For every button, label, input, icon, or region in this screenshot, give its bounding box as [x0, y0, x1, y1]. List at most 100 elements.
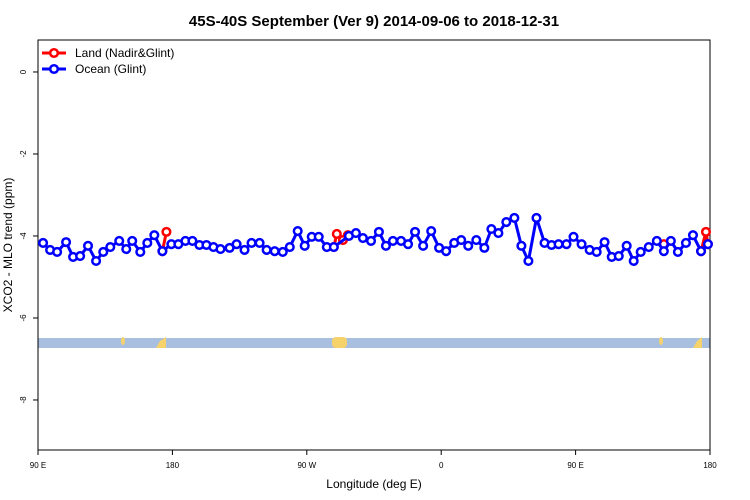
data-point — [91, 255, 102, 267]
y-tick-label: -2 — [19, 150, 28, 158]
data-point — [635, 246, 646, 258]
data-point — [142, 237, 153, 248]
data-point — [269, 246, 280, 257]
ocean-strip — [38, 338, 710, 348]
data-point — [75, 251, 86, 262]
data-point — [98, 246, 109, 258]
x-tick-label: 90 E — [30, 461, 46, 470]
x-tick-label: 0 — [439, 461, 444, 470]
legend-label: Land (Nadir&Glint) — [75, 46, 174, 60]
legend-marker — [48, 47, 60, 59]
data-point — [643, 242, 654, 253]
x-tick-label: 90 W — [297, 461, 316, 470]
data-point — [523, 255, 534, 267]
data-point — [387, 235, 399, 246]
data-point — [658, 246, 669, 257]
legend-label: Ocean (Glint) — [75, 62, 146, 76]
data-point — [239, 244, 250, 255]
data-point — [161, 226, 172, 237]
data-point — [591, 246, 602, 258]
data-point — [277, 246, 288, 258]
data-point — [680, 237, 692, 248]
data-point — [187, 235, 198, 246]
data-point — [105, 242, 116, 253]
data-point — [516, 240, 527, 251]
data-point — [493, 228, 504, 239]
data-point — [61, 237, 72, 248]
data-point — [561, 239, 572, 250]
data-point — [373, 226, 384, 237]
data-point — [441, 246, 452, 257]
x-axis-label: Longitude (deg E) — [326, 477, 421, 491]
data-point — [380, 240, 391, 251]
data-point — [299, 240, 310, 251]
data-point — [157, 246, 168, 257]
data-point — [501, 216, 512, 228]
data-point — [410, 226, 421, 237]
data-point — [695, 246, 707, 257]
data-point — [127, 235, 138, 246]
data-point — [135, 246, 146, 258]
data-point — [613, 251, 624, 262]
x-tick-label: 90 E — [567, 461, 583, 470]
y-tick-label: 0 — [19, 69, 28, 74]
y-axis-label: XCO2 - MLO trend (ppm) — [1, 178, 15, 313]
chart-title: 45S-40S September (Ver 9) 2014-09-06 to … — [189, 13, 559, 30]
data-point — [509, 212, 520, 223]
data-point — [672, 246, 683, 258]
data-point — [531, 212, 542, 223]
data-point — [486, 223, 497, 235]
data-point — [365, 235, 377, 246]
data-point — [456, 235, 467, 246]
land-strip — [156, 337, 166, 348]
data-point — [149, 230, 160, 241]
data-point — [331, 228, 342, 239]
data-point — [702, 239, 713, 250]
data-point — [628, 255, 639, 267]
data-point — [121, 244, 132, 255]
surface-strip — [38, 337, 710, 348]
y-tick-label: -8 — [19, 396, 28, 404]
x-tick-label: 180 — [166, 461, 180, 470]
data-point — [402, 239, 414, 250]
data-point — [215, 244, 226, 255]
data-point — [599, 237, 610, 248]
land-strip — [332, 337, 347, 348]
data-point — [82, 240, 94, 251]
y-tick-label: -4 — [19, 232, 28, 240]
data-point — [418, 240, 429, 251]
data-point — [553, 239, 564, 250]
data-point — [463, 240, 474, 251]
data-point — [52, 246, 63, 258]
data-point — [357, 232, 368, 244]
data-point — [261, 244, 272, 255]
data-point — [38, 237, 49, 248]
data-point — [568, 231, 579, 242]
plot-frame — [37, 39, 711, 451]
data-point — [426, 226, 437, 237]
data-point — [114, 235, 125, 246]
data-point — [700, 226, 712, 237]
data-point — [284, 242, 295, 253]
data-point — [479, 242, 490, 253]
data-point — [687, 230, 699, 241]
data-point — [350, 228, 361, 239]
data-point — [254, 237, 265, 248]
data-point — [471, 235, 482, 246]
land-strip — [121, 337, 125, 345]
data-point — [328, 242, 339, 253]
data-point — [246, 237, 257, 248]
data-point — [665, 235, 676, 246]
data-point — [621, 240, 632, 251]
data-point — [231, 239, 242, 250]
legend-marker — [48, 63, 60, 75]
data-point — [576, 239, 587, 250]
data-point — [313, 231, 324, 242]
land-strip — [659, 337, 663, 345]
land-strip — [693, 337, 702, 348]
y-tick-label: -6 — [19, 314, 28, 322]
data-point — [651, 235, 662, 246]
data-point — [292, 226, 303, 237]
x-tick-label: 180 — [703, 461, 717, 470]
